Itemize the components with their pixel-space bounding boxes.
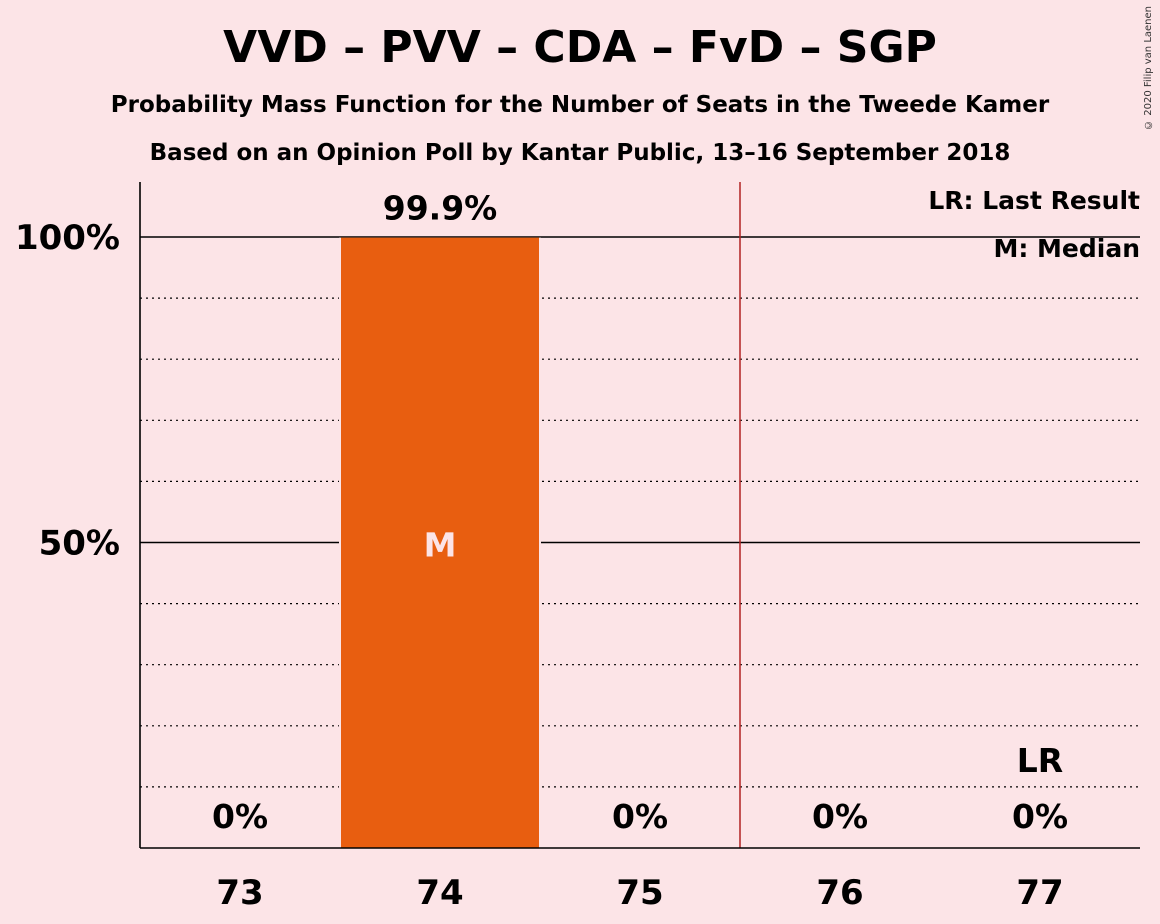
value-label-76: 0% [812, 797, 868, 836]
chart-subtitle: Probability Mass Function for the Number… [110, 92, 1050, 118]
median-marker: M [424, 526, 457, 565]
x-tick-label: 75 [616, 873, 663, 913]
legend-median: M: Median [993, 234, 1140, 263]
value-label-77: 0% [1012, 797, 1068, 836]
bar-74 [341, 237, 539, 849]
value-label-73: 0% [212, 797, 268, 836]
y-tick-label: 100% [15, 218, 120, 258]
chart-title: VVD – PVV – CDA – FvD – SGP [223, 22, 937, 73]
value-label-74: 99.9% [383, 189, 498, 228]
x-tick-label: 77 [1016, 873, 1063, 913]
x-tick-label: 74 [416, 873, 463, 913]
legend-last-result: LR: Last Result [928, 186, 1140, 215]
x-tick-label: 73 [216, 873, 263, 913]
y-tick-label: 50% [39, 524, 120, 564]
x-tick-label: 76 [816, 873, 863, 913]
last-result-marker: LR [1017, 741, 1063, 780]
chart-source: Based on an Opinion Poll by Kantar Publi… [149, 140, 1011, 166]
value-label-75: 0% [612, 797, 668, 836]
